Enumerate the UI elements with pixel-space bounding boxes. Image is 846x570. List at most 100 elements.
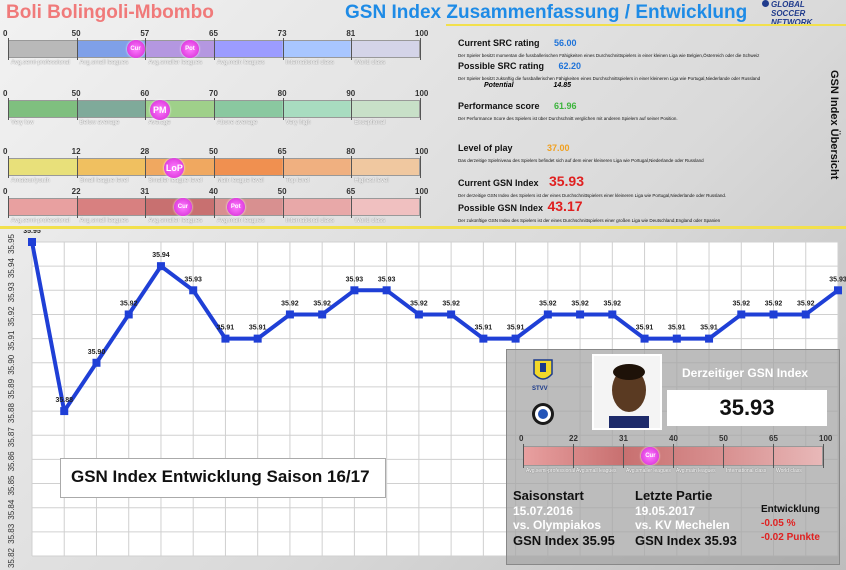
possible-src-value: 62.20 [558, 61, 582, 71]
data-label: 35.92 [281, 300, 299, 307]
data-label: 35.91 [249, 325, 267, 332]
scale-1-tick-label: 60 [140, 89, 150, 98]
scale-1-tick-label: 50 [71, 89, 81, 98]
scale-3-tick [351, 196, 353, 218]
scale-0-tick [8, 38, 9, 60]
data-point [221, 334, 230, 343]
development-label: Entwicklung [761, 504, 820, 515]
stvv-crest-icon [533, 359, 553, 380]
scale-2-category: Main league level [217, 178, 264, 184]
scale-2-tick [76, 156, 78, 178]
scale-2-tick [420, 156, 421, 178]
data-point [92, 358, 101, 367]
y-tick-label: 35.92 [7, 306, 16, 327]
data-label: 35.92 [410, 300, 428, 307]
scale-0-category: Avg.small leagues [79, 60, 129, 66]
data-point [189, 286, 198, 295]
scale-2-tick [351, 156, 353, 178]
scale-2-category: Smaller league level [148, 178, 203, 184]
data-label: 35.91 [636, 325, 654, 332]
scale-0-category: Avg.main leagues [217, 60, 265, 66]
scale-0-category: Avg.semi-professional [11, 60, 70, 66]
scale-1-tick-label: 70 [209, 89, 218, 98]
scale-1-category: Below average [79, 120, 120, 126]
scale-3-tick [214, 196, 215, 218]
scale-3-tick-label: 31 [140, 187, 150, 196]
panel-scale-tick [573, 444, 574, 468]
scale-3-category: International class [285, 218, 335, 224]
scale-2-category: Top level [285, 178, 310, 184]
scale-2-category: Amateur/youth [11, 178, 51, 184]
panel-scale-category: Avg.semi-professional [526, 468, 576, 474]
data-point [640, 334, 649, 343]
logo-line-1: GLOBAL [771, 0, 805, 9]
data-point [156, 262, 165, 271]
data-point [737, 310, 746, 319]
development-percent: -0.05 % [761, 518, 796, 529]
scale-0-category: World class [354, 60, 386, 66]
data-point [253, 334, 262, 343]
gsn-logo: GLOBAL SOCCER NETWORK [762, 0, 812, 27]
data-point [350, 286, 359, 295]
logo-line-3: NETWORK [771, 18, 813, 27]
level-desc: Das derzeitige Spielniveau des Spielers … [458, 158, 704, 163]
panel-scale-tick-label: 40 [669, 434, 678, 443]
data-point [414, 310, 423, 319]
y-tick-label: 35.85 [7, 475, 16, 496]
data-label: 35.92 [313, 300, 331, 307]
scale-3-category: World class [354, 218, 386, 224]
scale-2-tick [214, 156, 215, 178]
y-tick-label: 35.84 [7, 499, 16, 520]
panel-scale-category: World class [776, 468, 802, 474]
last-match-opponent: vs. KV Mechelen [635, 518, 730, 532]
scale-1-tick [214, 98, 215, 120]
season-start-date: 15.07.2016 [513, 504, 574, 518]
scale-2-tick-label: 80 [346, 147, 356, 156]
season-start-index: GSN Index 35.95 [513, 533, 615, 548]
scale-1-tick-label: 80 [277, 89, 287, 98]
data-point [447, 310, 456, 319]
data-point [801, 310, 810, 319]
scale-0-tick-label: 57 [140, 29, 150, 38]
data-label: 35.94 [152, 252, 170, 259]
scale-1-category: Very high [285, 120, 311, 126]
y-tick-label: 35.93 [7, 282, 16, 303]
y-tick-label: 35.86 [7, 451, 16, 472]
scale-1-tick [145, 98, 147, 120]
data-label: 35.91 [507, 325, 525, 332]
scale-1-category: Exceptional [354, 120, 386, 126]
scale-3-tick-label: 50 [277, 187, 287, 196]
possible-gsn-value: 43.17 [547, 198, 583, 214]
scale-3-tick [76, 196, 78, 218]
logo-line-2: SOCCER [771, 9, 806, 18]
panel-scale-tick-label: 0 [519, 434, 524, 443]
current-gsn-block: Current GSN Index 35.93 Der derzeitige G… [458, 173, 726, 198]
possible-gsn-block: Possible GSN Index 43.17 Der zukünftige … [458, 198, 720, 223]
page-title: GSN Index Zusammenfassung / Entwicklung [345, 2, 748, 23]
level-value: 37.00 [546, 143, 570, 153]
data-label: 35.92 [765, 300, 783, 307]
data-point [124, 310, 133, 319]
scale-1-tick [8, 98, 9, 120]
y-tick-label: 35.87 [7, 427, 16, 448]
possible-gsn-desc: Der zukünftige GSN Index des Spielers is… [458, 218, 721, 223]
current-gsn-desc: Der derzeitige GSN Index des Spielers is… [458, 193, 727, 198]
panel-scale-category: Avg.smaller leagues [626, 468, 671, 474]
y-tick-label: 35.95 [7, 233, 16, 254]
possible-gsn-label: Possible GSN Index [458, 203, 544, 213]
scale-0-tick [76, 38, 78, 60]
scale-3-marker: Cur [173, 198, 192, 216]
scale-0-tick-label: 81 [346, 29, 356, 38]
current-src-desc: Der Spieler besitzt momentan die fussbal… [458, 53, 760, 58]
scale-0-tick [351, 38, 353, 60]
divider-yellow [0, 226, 846, 229]
y-tick-label: 35.90 [7, 354, 16, 375]
data-label: 35.93 [378, 276, 396, 283]
y-tick-label: 35.94 [7, 258, 16, 279]
scale-0-tick-label: 0 [3, 29, 8, 38]
data-label: 35.91 [475, 325, 493, 332]
scale-1-tick-label: 90 [346, 89, 356, 98]
scale-0-marker: Cur [126, 40, 145, 58]
current-src-label: Current SRC rating [458, 38, 540, 48]
